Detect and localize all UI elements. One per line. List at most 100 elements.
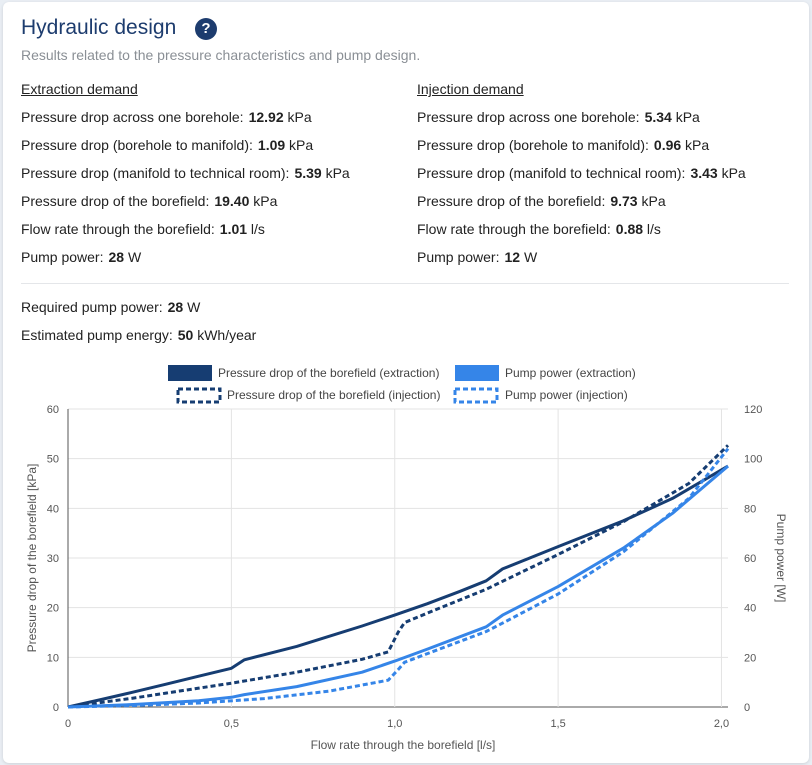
row-label: Pressure drop of the borefield: [21,193,210,209]
row-unit: kPa [641,193,666,209]
injection-demand-section: Injection demand Pressure drop across on… [417,81,746,277]
legend-swatch [168,365,212,381]
extraction-row: Pressure drop across one borehole: 12.92 … [21,109,350,137]
y2-tick-label: 20 [744,652,756,664]
row-value: 12.92 [248,109,284,125]
y-tick-label: 0 [53,702,59,714]
legend-label: Pressure drop of the borefield (injectio… [227,388,440,402]
section-divider [21,283,789,284]
row-value: 5.34 [644,109,672,125]
x-tick-label: 0,5 [224,718,239,730]
row-value: 50 [177,327,194,343]
y-tick-label: 60 [47,404,59,416]
injection-row: Pressure drop (borehole to manifold): 0.9… [417,137,746,165]
extraction-demand-section: Extraction demand Pressure drop across o… [21,81,350,277]
summary-row: Estimated pump energy: 50 kWh/year [21,327,256,355]
row-label: Pump power: [21,249,104,265]
row-value: 0.88 [615,221,644,237]
row-value: 1.01 [219,221,248,237]
pump-summary: Required pump power: 28 W Estimated pump … [21,299,256,355]
page-subtitle: Results related to the pressure characte… [21,47,421,63]
injection-heading: Injection demand [417,81,524,97]
y-tick-label: 10 [47,652,59,664]
legend-label: Pump power (extraction) [505,366,636,380]
row-label: Estimated pump energy: [21,327,173,343]
row-value: 3.43 [690,165,718,181]
row-label: Pressure drop (manifold to technical roo… [417,165,686,181]
x-tick-label: 2,0 [714,718,729,730]
injection-row: Pressure drop of the borefield: 9.73 kPa [417,193,746,221]
row-label: Flow rate through the borefield: [21,221,215,237]
extraction-row: Pressure drop of the borefield: 19.40 kPa [21,193,350,221]
y-tick-label: 30 [47,553,59,565]
series-line [67,444,730,709]
row-label: Required pump power: [21,299,163,315]
injection-row: Pressure drop (manifold to technical roo… [417,165,746,193]
y2-tick-label: 80 [744,503,756,515]
row-unit: W [187,299,201,315]
x-tick-label: 1,5 [550,718,565,730]
extraction-row: Flow rate through the borefield: 1.01 l/s [21,221,350,249]
extraction-row: Pump power: 28 W [21,249,350,277]
series-line [67,447,730,709]
row-unit: kWh/year [197,327,257,343]
injection-row: Pressure drop across one borehole: 5.34 k… [417,109,746,137]
row-value: 28 [108,249,125,265]
row-label: Pressure drop across one borehole: [21,109,244,125]
y-tick-label: 40 [47,503,59,515]
x-tick-label: 1,0 [387,718,402,730]
legend-swatch [455,365,499,381]
legend-swatch [453,387,499,404]
row-unit: kPa [289,137,314,153]
hydraulic-design-card: Hydraulic design ? Results related to th… [3,2,809,763]
extraction-heading: Extraction demand [21,81,138,97]
y2-tick-label: 0 [744,702,750,714]
extraction-row: Pressure drop (manifold to technical roo… [21,165,350,193]
help-icon[interactable]: ? [195,18,217,40]
y2-tick-label: 60 [744,553,756,565]
row-unit: kPa [685,137,710,153]
y-axis-title: Pressure drop of the borefield [kPa] [25,464,39,653]
hydraulic-chart: 0 10 20 30 40 50 60 0 20 40 60 80 100 120 0 0,5 1,0 1,5 2,… [25,365,788,752]
row-value: 19.40 [214,193,250,209]
row-unit: kPa [721,165,746,181]
legend-label: Pressure drop of the borefield (extracti… [218,366,439,380]
row-value: 28 [167,299,184,315]
legend-swatch [176,387,222,404]
row-unit: W [523,249,538,265]
row-label: Flow rate through the borefield: [417,221,611,237]
row-unit: kPa [675,109,700,125]
x-tick-label: 0 [65,718,71,730]
row-value: 0.96 [653,137,682,153]
y-tick-label: 50 [47,454,59,466]
row-value: 12 [504,249,521,265]
x-axis-title: Flow rate through the borefield [l/s] [311,738,496,752]
row-label: Pressure drop (borehole to manifold): [21,137,253,153]
y2-axis-title: Pump power [W] [774,514,788,603]
row-label: Pressure drop across one borehole: [417,109,640,125]
y2-tick-label: 120 [744,404,762,416]
row-value: 9.73 [610,193,638,209]
y-tick-label: 20 [47,603,59,615]
row-label: Pressure drop of the borefield: [417,193,606,209]
injection-row: Flow rate through the borefield: 0.88 l/s [417,221,746,249]
row-unit: kPa [287,109,312,125]
y2-tick-label: 40 [744,603,756,615]
summary-row: Required pump power: 28 W [21,299,256,327]
row-label: Pressure drop (manifold to technical roo… [21,165,290,181]
row-unit: kPa [325,165,350,181]
row-unit: l/s [646,221,661,237]
row-value: 5.39 [294,165,322,181]
page-title: Hydraulic design [21,16,177,39]
legend-label: Pump power (injection) [505,388,628,402]
row-unit: kPa [253,193,278,209]
row-unit: W [127,249,142,265]
extraction-row: Pressure drop (borehole to manifold): 1.0… [21,137,350,165]
row-label: Pressure drop (borehole to manifold): [417,137,649,153]
row-unit: l/s [250,221,265,237]
row-label: Pump power: [417,249,500,265]
y2-tick-label: 100 [744,454,762,466]
series-line [67,464,729,709]
row-value: 1.09 [257,137,286,153]
injection-row: Pump power: 12 W [417,249,746,277]
